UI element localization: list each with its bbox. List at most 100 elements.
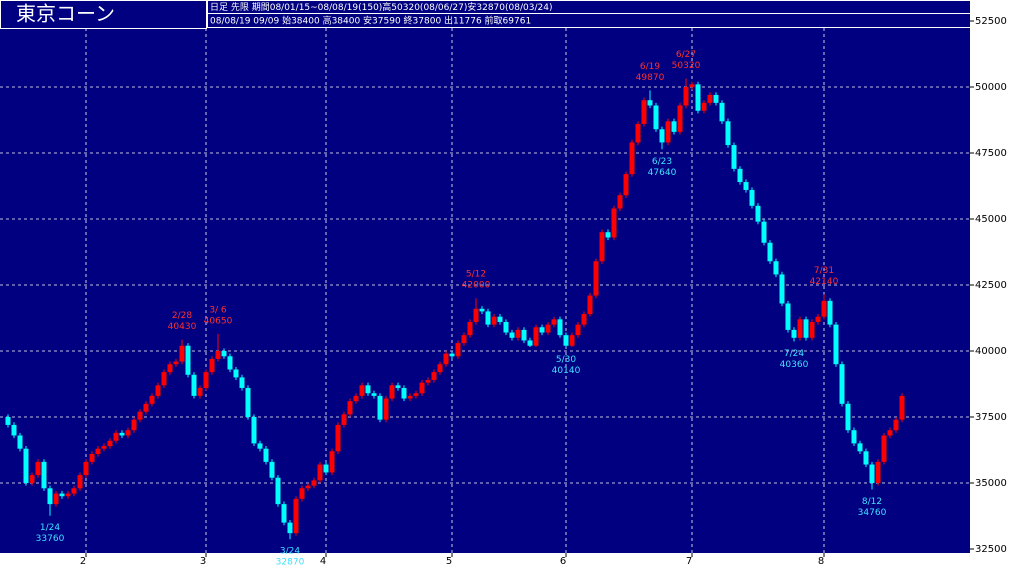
candle-body (893, 419, 899, 431)
candle-body (551, 319, 557, 325)
candle-body (599, 232, 605, 262)
candle-body (347, 401, 353, 415)
candle-body (389, 385, 395, 399)
candle-body (839, 364, 845, 404)
candle-body (587, 295, 593, 315)
candle-body (821, 300, 827, 317)
x-tick-label: 4 (320, 556, 326, 567)
candle-body (443, 353, 449, 365)
x-tick-label: 5 (446, 556, 452, 567)
candle-body (743, 182, 749, 190)
candle-body (161, 372, 167, 386)
candle-body (11, 424, 17, 436)
annotation-date: 5/30 (556, 355, 576, 365)
candle-body (707, 94, 713, 103)
candle-body (503, 321, 509, 333)
candle-body (737, 168, 743, 183)
annotation-date: 1/24 (40, 523, 60, 533)
candle-body (851, 430, 857, 444)
candle-body (227, 356, 233, 370)
candle-body (35, 461, 41, 476)
candle-body (695, 84, 701, 111)
candle-body (305, 485, 311, 489)
candle-body (449, 353, 455, 357)
annotation-date: 3/24 (280, 547, 300, 557)
candle-body (569, 335, 575, 346)
candle-body (269, 461, 275, 478)
candle-body (119, 432, 125, 436)
candle-body (137, 411, 143, 420)
candle-body (611, 208, 617, 238)
annotation-date: 7/24 (784, 349, 804, 359)
candle-body (263, 448, 269, 462)
y-tick-label: 42500 (975, 280, 1007, 291)
candle-body (455, 343, 461, 357)
candle-body (101, 446, 107, 449)
candle-body (509, 332, 515, 338)
candle-body (527, 340, 533, 346)
y-tick-label: 32500 (975, 544, 1007, 555)
candle-body (191, 374, 197, 396)
annotation-value: 33760 (36, 534, 65, 544)
candle-body (827, 300, 833, 325)
candle-body (497, 316, 503, 322)
candle-body (605, 232, 611, 238)
candle-body (557, 319, 563, 336)
candle-body (323, 464, 329, 473)
candle-body (65, 493, 71, 497)
x-tick-label: 2 (80, 556, 86, 567)
candle-body (845, 403, 851, 431)
candle-body (809, 321, 815, 338)
candle-body (785, 303, 791, 330)
candle-body (803, 319, 809, 338)
candle-body (875, 461, 881, 483)
candle-body (815, 316, 821, 322)
annotation-date: 6/19 (640, 62, 660, 72)
candle-body (395, 385, 401, 388)
candle-body (623, 174, 629, 196)
candle-body (29, 475, 35, 483)
chart-title: 東京コーン (16, 2, 115, 26)
candle-body (287, 522, 293, 534)
candle-body (47, 488, 53, 505)
candle-body (185, 345, 191, 375)
candle-body (149, 395, 155, 404)
candle-body (521, 329, 527, 341)
candle-body (311, 480, 317, 486)
title-box (0, 0, 207, 29)
candle-body (473, 308, 479, 322)
candle-body (701, 102, 707, 111)
x-tick-label: 6 (560, 556, 566, 567)
annotation-date: 7/31 (814, 266, 834, 276)
candle-body (53, 493, 59, 505)
candle-body (671, 121, 677, 132)
candle-body (719, 102, 725, 122)
candle-body (407, 395, 413, 399)
candle-body (23, 448, 29, 483)
candle-body (281, 504, 287, 523)
candle-body (593, 261, 599, 296)
candle-body (533, 327, 539, 346)
candle-body (413, 393, 419, 396)
candle-body (869, 464, 875, 483)
candle-body (617, 195, 623, 209)
candle-body (215, 351, 221, 359)
x-tick-label: 7 (686, 556, 692, 567)
y-tick-label: 40000 (975, 346, 1007, 357)
annotation-value: 42000 (462, 281, 491, 291)
candle-body (767, 242, 773, 262)
annotation-value: 47640 (648, 168, 677, 178)
candle-body (713, 94, 719, 103)
y-tick-label: 35000 (975, 478, 1007, 489)
candle-body (755, 205, 761, 222)
candle-body (857, 443, 863, 452)
candle-body (245, 387, 251, 417)
candle-body (359, 385, 365, 396)
candle-body (581, 314, 587, 325)
candle-body (425, 380, 431, 383)
candle-body (317, 464, 323, 481)
candle-body (419, 382, 425, 394)
candle-body (77, 475, 83, 489)
